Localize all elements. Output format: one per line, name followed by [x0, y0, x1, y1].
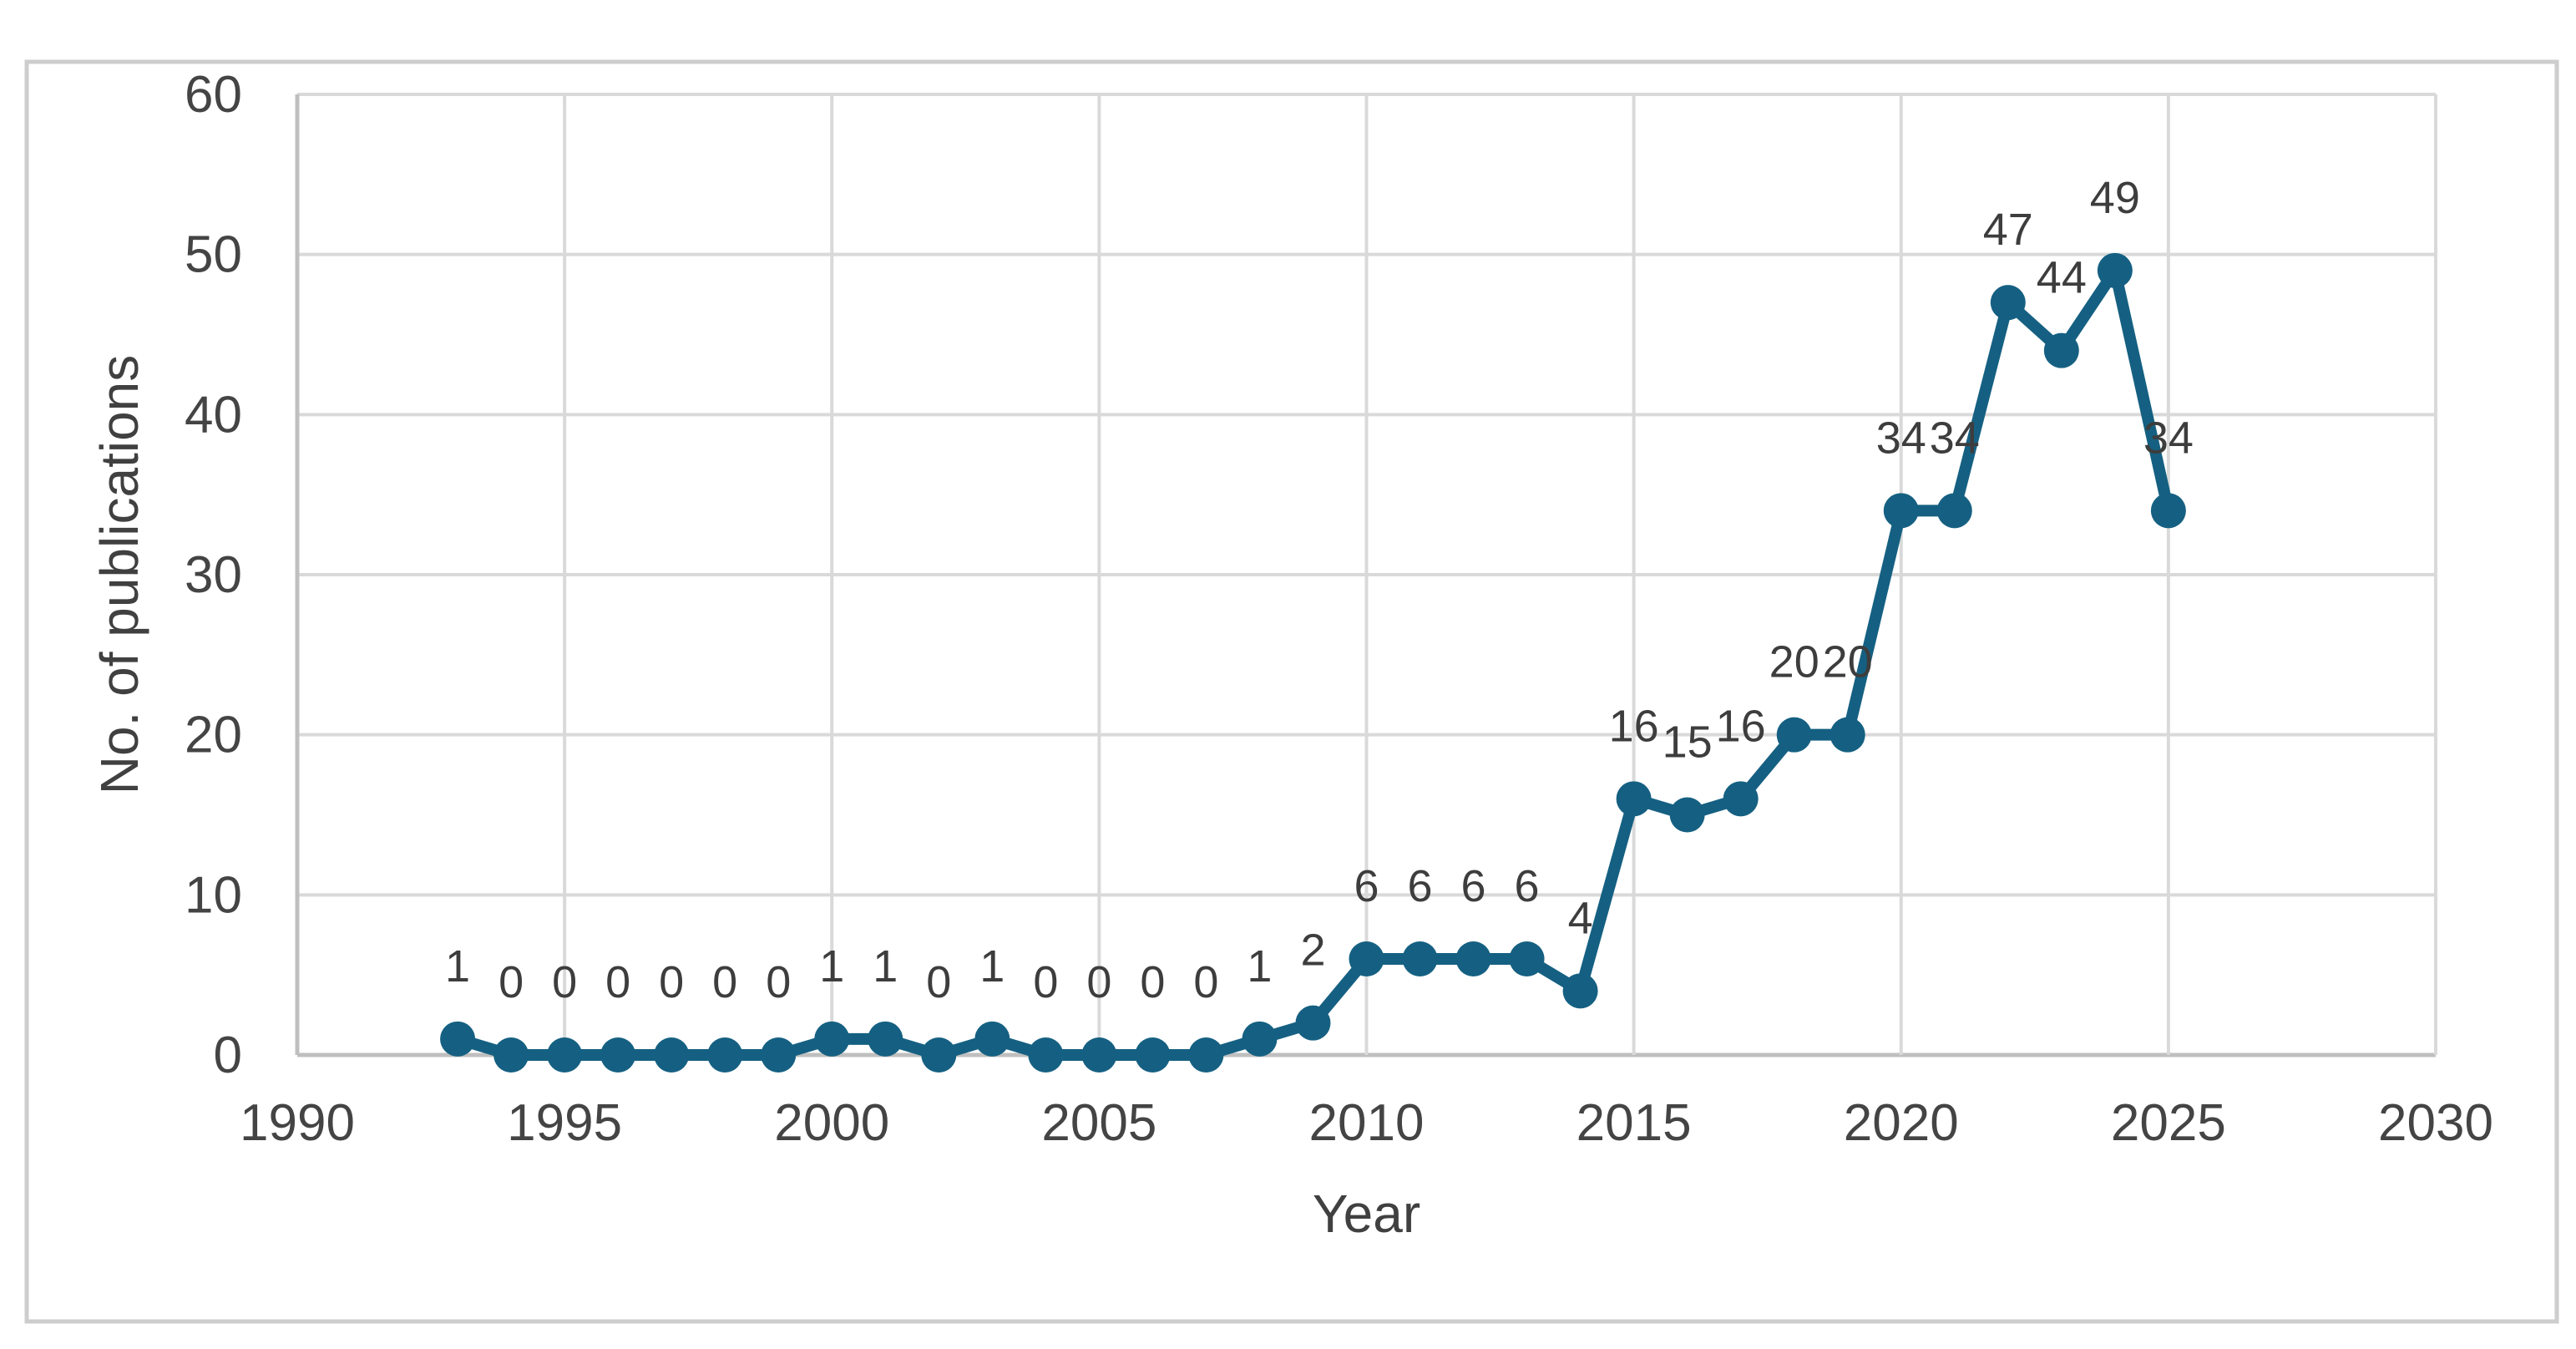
- data-label-2017: 16: [1716, 701, 1766, 751]
- data-label-2012: 6: [1461, 861, 1486, 911]
- data-label-2006: 0: [1140, 957, 1165, 1007]
- data-label-2010: 6: [1354, 861, 1379, 911]
- y-tick-label-50: 50: [185, 226, 242, 284]
- chart-outer-border: [24, 59, 2559, 1324]
- data-point-2011: [1402, 941, 1438, 976]
- data-label-1997: 0: [659, 957, 684, 1007]
- data-label-2014: 4: [1568, 893, 1593, 943]
- data-label-2002: 0: [926, 957, 951, 1007]
- data-point-1996: [600, 1037, 636, 1073]
- data-point-2004: [1028, 1037, 1064, 1073]
- data-label-1996: 0: [605, 957, 630, 1007]
- x-tick-label-2010: 2010: [1309, 1094, 1425, 1152]
- x-tick-label-2000: 2000: [774, 1094, 889, 1152]
- x-tick-label-2020: 2020: [1844, 1094, 1959, 1152]
- y-tick-label-20: 20: [185, 707, 242, 764]
- data-point-2000: [814, 1021, 850, 1057]
- data-point-2025: [2150, 493, 2186, 529]
- data-point-2007: [1188, 1037, 1224, 1073]
- x-axis-title: Year: [1313, 1184, 1420, 1244]
- data-label-2011: 6: [1408, 861, 1433, 911]
- data-point-2021: [1936, 493, 1972, 529]
- data-point-2005: [1081, 1037, 1117, 1073]
- data-point-2010: [1349, 941, 1384, 976]
- data-label-1993: 1: [445, 941, 470, 991]
- data-label-2005: 0: [1086, 957, 1111, 1007]
- data-point-2014: [1562, 973, 1598, 1009]
- y-tick-label-40: 40: [185, 386, 242, 444]
- data-point-2006: [1135, 1037, 1171, 1073]
- data-point-2019: [1830, 717, 1865, 753]
- data-point-2012: [1455, 941, 1491, 976]
- data-point-2008: [1242, 1021, 1278, 1057]
- data-point-2020: [1883, 493, 1919, 529]
- x-tick-label-1990: 1990: [240, 1094, 355, 1152]
- data-label-2023: 44: [2037, 253, 2087, 303]
- data-point-2018: [1776, 717, 1812, 753]
- data-label-2000: 1: [819, 941, 844, 991]
- y-tick-label-0: 0: [214, 1027, 242, 1084]
- data-label-2007: 0: [1193, 957, 1218, 1007]
- data-point-2001: [868, 1021, 903, 1057]
- data-point-1995: [547, 1037, 583, 1073]
- x-tick-label-2030: 2030: [2378, 1094, 2493, 1152]
- data-label-2022: 47: [1983, 205, 2033, 255]
- data-label-2009: 2: [1300, 926, 1325, 976]
- data-point-1999: [761, 1037, 797, 1073]
- y-tick-label-60: 60: [185, 66, 242, 124]
- data-point-1997: [654, 1037, 690, 1073]
- y-tick-label-30: 30: [185, 546, 242, 604]
- data-label-2024: 49: [2090, 173, 2140, 223]
- y-axis-title: No. of publications: [89, 355, 149, 795]
- data-label-1995: 0: [552, 957, 577, 1007]
- data-label-2003: 1: [979, 941, 1005, 991]
- data-point-2022: [1990, 285, 2026, 321]
- data-label-2025: 34: [2143, 413, 2194, 463]
- data-point-2015: [1616, 781, 1652, 817]
- x-tick-label-2015: 2015: [1576, 1094, 1692, 1152]
- x-tick-label-2005: 2005: [1041, 1094, 1156, 1152]
- data-point-2023: [2043, 332, 2079, 368]
- data-label-2008: 1: [1247, 941, 1272, 991]
- data-point-2009: [1295, 1005, 1331, 1041]
- data-point-1994: [493, 1037, 529, 1073]
- data-label-2020: 34: [1876, 413, 1926, 463]
- data-label-2016: 15: [1663, 718, 1713, 768]
- data-point-2016: [1669, 797, 1705, 833]
- data-point-1998: [707, 1037, 743, 1073]
- data-point-2003: [974, 1021, 1010, 1057]
- data-point-2017: [1723, 781, 1759, 817]
- data-label-1998: 0: [712, 957, 737, 1007]
- data-label-2021: 34: [1930, 413, 1980, 463]
- data-label-2013: 6: [1515, 861, 1540, 911]
- data-label-2001: 1: [873, 941, 898, 991]
- data-point-2013: [1509, 941, 1545, 976]
- data-label-2019: 20: [1823, 637, 1873, 687]
- data-point-2024: [2097, 252, 2133, 288]
- data-label-2004: 0: [1033, 957, 1058, 1007]
- x-tick-label-1995: 1995: [507, 1094, 622, 1152]
- data-label-1994: 0: [498, 957, 524, 1007]
- data-label-2015: 16: [1609, 701, 1659, 751]
- x-tick-label-2025: 2025: [2111, 1094, 2226, 1152]
- data-point-1993: [440, 1021, 476, 1057]
- data-label-1999: 0: [766, 957, 791, 1007]
- data-label-2018: 20: [1769, 637, 1819, 687]
- data-point-2002: [921, 1037, 957, 1073]
- y-tick-label-10: 10: [185, 866, 242, 924]
